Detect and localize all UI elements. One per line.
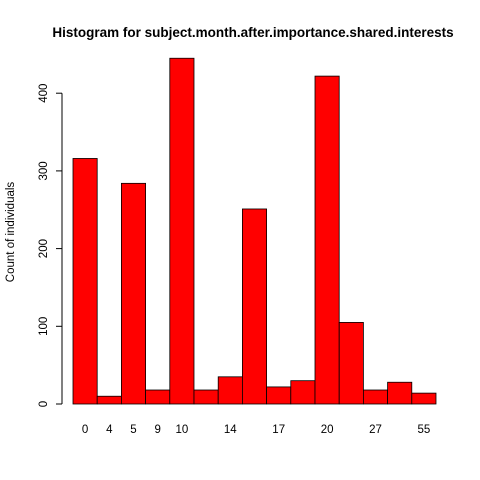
y-axis: 0 100 200 300 400 bbox=[38, 84, 63, 407]
x-tick-label-55: 55 bbox=[418, 424, 431, 436]
chart-title: Histogram for subject.month.after.import… bbox=[52, 25, 453, 40]
x-tick-label-0: 0 bbox=[82, 424, 88, 436]
bars-group bbox=[72, 57, 437, 405]
x-tick-label-20: 20 bbox=[321, 424, 334, 436]
bar-55 bbox=[411, 392, 437, 405]
x-tick-label-9: 9 bbox=[154, 424, 160, 436]
bar-5 bbox=[121, 182, 147, 405]
bar-25 bbox=[338, 322, 364, 405]
y-tick-label-100: 100 bbox=[38, 317, 50, 336]
bar-4 bbox=[96, 395, 122, 405]
bar-19 bbox=[290, 380, 316, 405]
bar-12 bbox=[193, 389, 219, 405]
bar-40 bbox=[387, 381, 413, 405]
y-tick-label-400: 400 bbox=[38, 84, 50, 103]
x-tick-label-10: 10 bbox=[176, 424, 189, 436]
x-axis-labels: 0 4 5 9 10 14 17 20 27 55 bbox=[82, 424, 430, 436]
x-tick-label-27: 27 bbox=[369, 424, 382, 436]
bar-0 bbox=[72, 158, 98, 405]
bar-20 bbox=[314, 75, 340, 405]
bar-10 bbox=[169, 57, 195, 405]
y-tick-label-0: 0 bbox=[38, 401, 50, 407]
x-tick-label-4: 4 bbox=[106, 424, 113, 436]
x-tick-label-14: 14 bbox=[224, 424, 237, 436]
y-tick-label-300: 300 bbox=[38, 161, 50, 180]
y-tick-label-200: 200 bbox=[38, 239, 50, 258]
bar-27 bbox=[362, 389, 388, 405]
bar-9 bbox=[145, 389, 171, 405]
bar-15 bbox=[241, 208, 267, 405]
x-tick-label-17: 17 bbox=[272, 424, 285, 436]
bar-14 bbox=[217, 376, 243, 405]
x-tick-label-5: 5 bbox=[130, 424, 136, 436]
y-axis-label: Count of individuals bbox=[5, 182, 17, 283]
bar-17 bbox=[266, 386, 292, 405]
